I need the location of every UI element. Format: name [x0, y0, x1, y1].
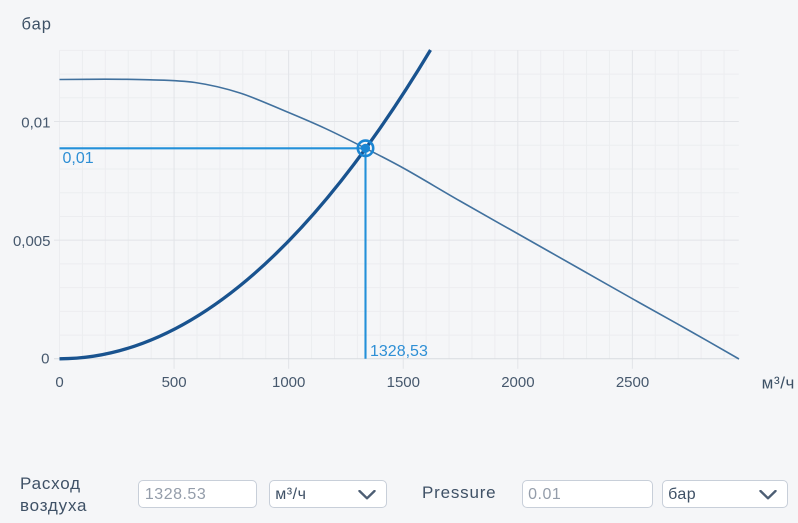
svg-text:1328,53: 1328,53 — [370, 343, 428, 360]
svg-text:1500: 1500 — [387, 374, 420, 391]
svg-text:0: 0 — [55, 374, 63, 391]
svg-text:2000: 2000 — [501, 374, 534, 391]
svg-text:0,005: 0,005 — [13, 233, 51, 250]
svg-text:0,01: 0,01 — [21, 114, 50, 131]
svg-text:1000: 1000 — [272, 374, 305, 391]
svg-text:2500: 2500 — [616, 374, 649, 391]
svg-text:500: 500 — [162, 374, 187, 391]
svg-text:0,01: 0,01 — [63, 150, 94, 167]
svg-text:бар: бар — [22, 16, 52, 34]
svg-text:м³/ч: м³/ч — [762, 374, 795, 393]
svg-text:0: 0 — [41, 351, 49, 368]
